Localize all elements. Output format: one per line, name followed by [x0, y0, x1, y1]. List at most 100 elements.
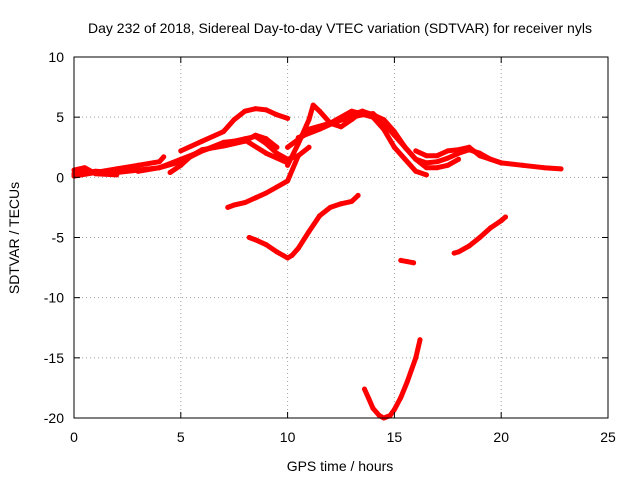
data-point	[231, 202, 237, 208]
data-point	[135, 162, 141, 168]
data-point	[413, 156, 419, 162]
data-point	[306, 229, 312, 234]
data-point	[306, 117, 312, 123]
data-point	[417, 337, 423, 343]
data-point	[327, 120, 333, 126]
data-point	[167, 170, 173, 175]
x-tick-label: 20	[493, 429, 509, 445]
y-tick-label: 5	[56, 109, 64, 125]
data-point	[370, 405, 376, 411]
data-point	[338, 201, 344, 207]
data-point	[225, 204, 231, 210]
x-tick-label: 15	[387, 429, 403, 445]
data-point	[242, 138, 248, 144]
data-point	[135, 168, 141, 174]
y-tick-label: -20	[44, 410, 64, 426]
data-point	[114, 166, 120, 172]
data-point	[317, 213, 323, 219]
data-point	[306, 144, 312, 150]
data-point	[411, 260, 417, 266]
data-point	[362, 386, 367, 392]
data-point	[161, 154, 167, 160]
data-point	[404, 379, 410, 385]
data-point	[156, 159, 162, 165]
data-point	[398, 257, 404, 263]
data-point	[413, 148, 419, 154]
data-point	[488, 156, 493, 162]
data-point	[263, 190, 269, 196]
series-arc-10	[306, 111, 504, 166]
x-tick-label: 10	[280, 429, 296, 445]
data-point	[477, 153, 483, 159]
data-point	[221, 143, 226, 149]
data-point	[387, 413, 393, 419]
data-point	[456, 147, 461, 153]
data-point	[274, 112, 280, 118]
data-point	[434, 165, 440, 171]
data-point	[349, 114, 355, 120]
data-point	[398, 395, 404, 400]
data-point	[434, 159, 440, 165]
data-point	[402, 156, 408, 162]
data-point	[327, 204, 333, 210]
data-point	[306, 126, 312, 132]
data-point	[391, 132, 397, 138]
data-point	[488, 225, 493, 231]
data-point	[391, 407, 397, 413]
data-point	[178, 148, 184, 154]
data-point	[285, 178, 291, 184]
data-point	[285, 144, 291, 150]
data-point	[498, 218, 504, 224]
data-point	[274, 144, 280, 150]
data-point	[456, 156, 461, 162]
data-point	[242, 108, 248, 114]
data-point	[199, 138, 205, 144]
data-point	[114, 172, 120, 178]
data-point	[413, 355, 419, 361]
data-point	[310, 102, 316, 108]
data-point	[466, 243, 472, 249]
data-point	[242, 200, 248, 206]
data-point	[423, 165, 429, 171]
data-point	[221, 129, 226, 135]
y-axis-label: SDTVAR / TECUs	[6, 182, 22, 294]
axis-ticks: 0 5 10 15 20 25 -20 -15 -10 -5 0 5 10	[44, 49, 616, 445]
data-point	[263, 150, 269, 156]
x-tick-label: 5	[177, 429, 185, 445]
y-tick-label: -5	[52, 230, 65, 246]
data-point	[445, 155, 451, 161]
data-point	[359, 112, 365, 118]
y-tick-label: 10	[48, 49, 64, 65]
data-point	[178, 162, 184, 168]
data-point	[423, 153, 429, 159]
x-axis-label: GPS time / hours	[287, 458, 394, 474]
data-point	[274, 249, 280, 255]
data-point	[156, 165, 162, 171]
data-point	[178, 156, 184, 162]
data-point	[295, 153, 301, 159]
data-point	[404, 259, 410, 265]
data-point	[456, 249, 461, 255]
data-point	[317, 108, 323, 114]
data-point	[413, 168, 419, 174]
data-point	[338, 124, 344, 130]
data-point	[451, 250, 457, 256]
data-point	[503, 214, 508, 220]
data-point	[558, 166, 564, 172]
data-point	[295, 245, 301, 251]
y-tick-label: 0	[56, 169, 64, 185]
data-point	[253, 195, 259, 201]
data-point	[423, 172, 429, 178]
data-point	[231, 117, 237, 123]
data-point	[349, 198, 355, 204]
data-point	[274, 184, 280, 190]
data-point	[263, 136, 269, 142]
data-point	[280, 253, 286, 258]
data-point	[285, 115, 291, 121]
data-point	[285, 162, 291, 168]
data-point	[253, 132, 259, 138]
data-point	[274, 150, 280, 156]
data-point	[355, 192, 361, 198]
